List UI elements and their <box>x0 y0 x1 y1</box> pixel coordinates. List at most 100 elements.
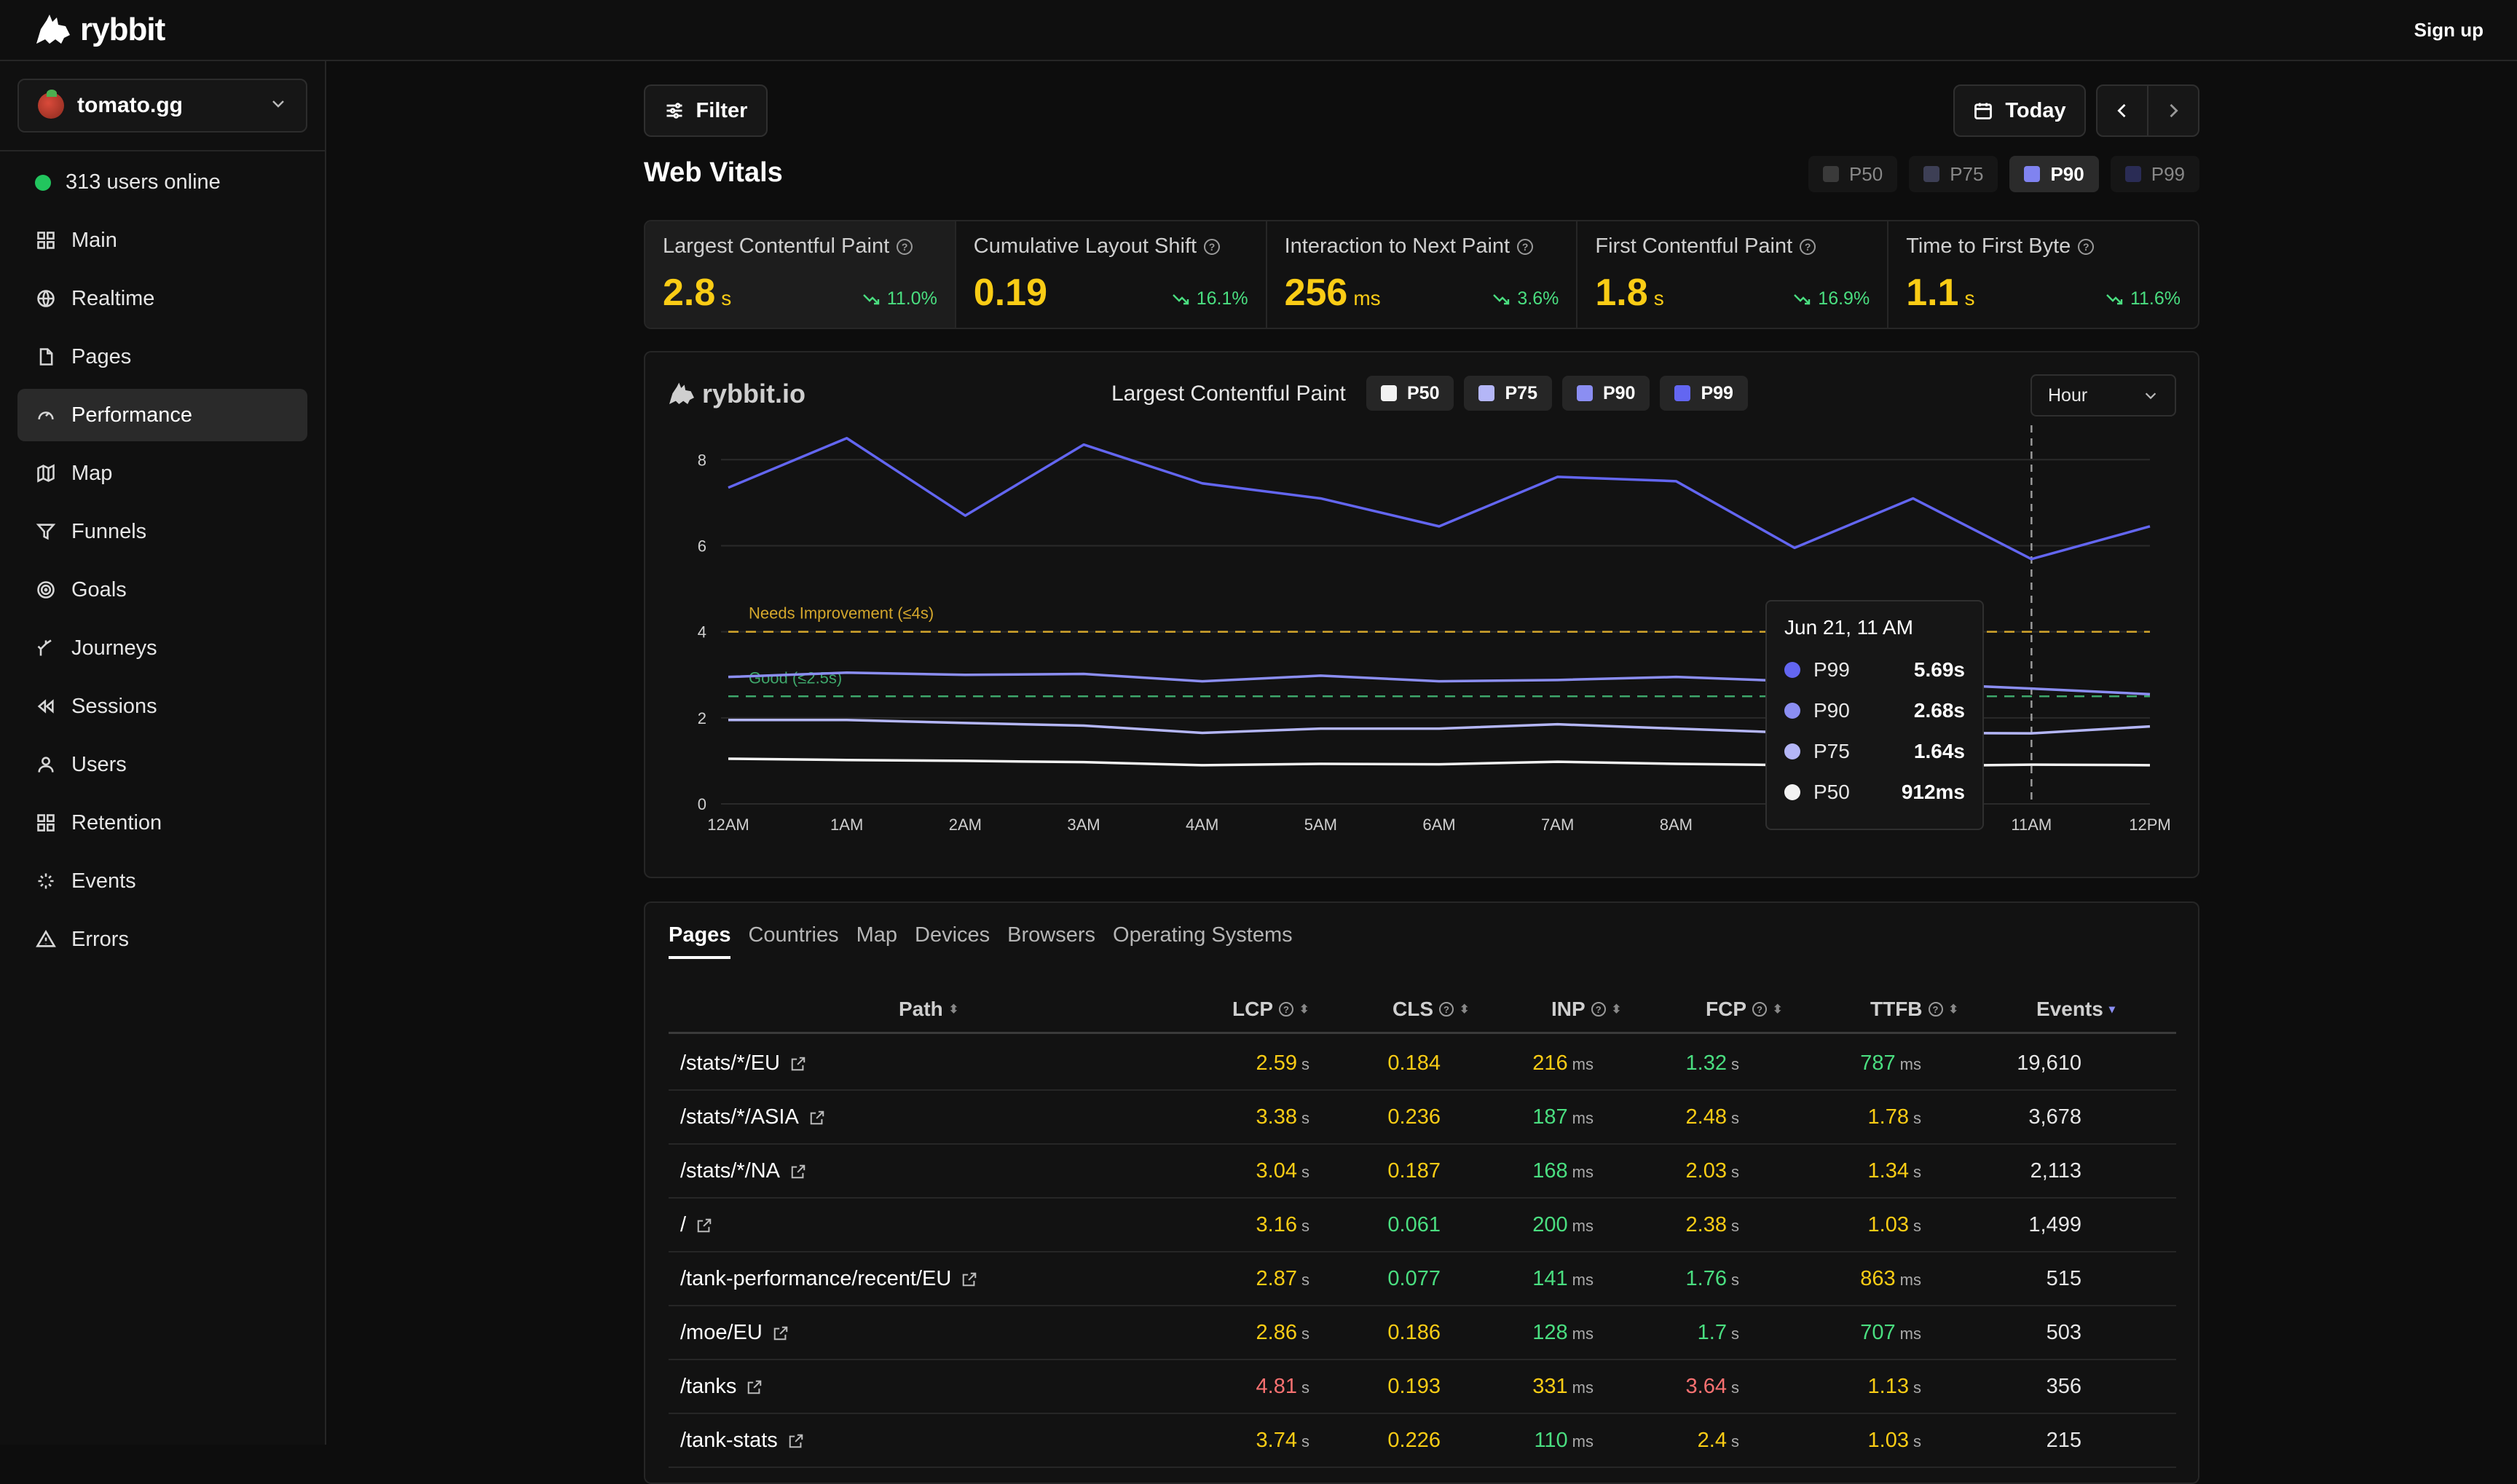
sidebar-item-sessions[interactable]: Sessions <box>17 680 307 733</box>
header-inp[interactable]: INP?⬍ <box>1551 998 1621 1021</box>
signup-link[interactable]: Sign up <box>2414 19 2483 42</box>
legend-label: P90 <box>1603 383 1635 404</box>
external-link-icon[interactable] <box>790 1056 806 1072</box>
sidebar-item-pages[interactable]: Pages <box>17 331 307 383</box>
legend-item-p50[interactable]: P50 <box>1366 376 1454 411</box>
sidebar-item-goals[interactable]: Goals <box>17 564 307 616</box>
percentile-toggle-p50[interactable]: P50 <box>1808 156 1897 192</box>
external-link-icon[interactable] <box>790 1164 806 1180</box>
sidebar-item-performance[interactable]: Performance <box>17 389 307 441</box>
sidebar-item-main[interactable]: Main <box>17 214 307 267</box>
page-path[interactable]: /moe/EU <box>680 1321 789 1345</box>
header-ttfb[interactable]: TTFB?⬍ <box>1870 998 1958 1021</box>
header-lcp[interactable]: LCP?⬍ <box>1232 998 1309 1021</box>
page-path[interactable]: /stats/*/ASIA <box>680 1105 825 1129</box>
tab-browsers[interactable]: Browsers <box>1007 923 1095 959</box>
table-header: Path⬍ LCP?⬍ CLS?⬍ INP?⬍ FCP?⬍ TTFB?⬍ Eve… <box>669 983 2176 1034</box>
x-tick-label: 8AM <box>1660 816 1693 834</box>
legend-label: P75 <box>1505 383 1537 404</box>
tab-map[interactable]: Map <box>856 923 897 959</box>
tab-pages[interactable]: Pages <box>669 923 730 959</box>
page-path[interactable]: /stats/*/NA <box>680 1159 806 1183</box>
sidebar-item-retention[interactable]: Retention <box>17 797 307 849</box>
sidebar-item-events[interactable]: Events <box>17 855 307 907</box>
legend-item-p99[interactable]: P99 <box>1660 376 1747 411</box>
external-link-icon[interactable] <box>809 1110 825 1126</box>
sidebar-item-realtime[interactable]: Realtime <box>17 272 307 325</box>
page-path-text: /moe/EU <box>680 1321 763 1345</box>
interval-select[interactable]: Hour <box>2030 374 2176 417</box>
date-picker-button[interactable]: Today <box>1953 84 2086 137</box>
previous-period-button[interactable] <box>2096 84 2148 137</box>
page-path[interactable]: /tank-performance/recent/EU <box>680 1267 977 1291</box>
page-path[interactable]: /stats/*/EU <box>680 1051 806 1075</box>
next-period-button[interactable] <box>2147 84 2199 137</box>
metric-value-number: 0.19 <box>974 272 1047 314</box>
help-icon[interactable]: ? <box>1204 239 1220 255</box>
sidebar-item-errors[interactable]: Errors <box>17 913 307 966</box>
help-icon[interactable]: ? <box>2078 239 2094 255</box>
tab-countries[interactable]: Countries <box>748 923 838 959</box>
site-selector[interactable]: tomato.gg <box>17 79 307 133</box>
unit-label: s <box>1301 1325 1309 1343</box>
lcp-value: 2.86 <box>1256 1321 1297 1344</box>
external-link-icon[interactable] <box>696 1217 712 1234</box>
sidebar-item-journeys[interactable]: Journeys <box>17 622 307 674</box>
header-events[interactable]: Events▾ <box>2036 998 2115 1021</box>
tab-devices[interactable]: Devices <box>915 923 990 959</box>
sidebar-item-map[interactable]: Map <box>17 447 307 500</box>
sidebar-item-funnels[interactable]: Funnels <box>17 505 307 558</box>
help-icon[interactable]: ? <box>1517 239 1533 255</box>
help-icon[interactable]: ? <box>897 239 913 255</box>
legend-item-p75[interactable]: P75 <box>1464 376 1551 411</box>
page-path[interactable]: /tank-stats <box>680 1429 804 1453</box>
percentile-toggle-p75[interactable]: P75 <box>1909 156 1998 192</box>
sidebar-item-users[interactable]: Users <box>17 738 307 791</box>
external-link-icon[interactable] <box>788 1433 804 1449</box>
chart-watermark-text: rybbit.io <box>702 379 805 409</box>
percentile-toggle-p99[interactable]: P99 <box>2111 156 2199 192</box>
header-path-label: Path <box>899 998 943 1021</box>
sidebar-item-label: Journeys <box>71 636 157 660</box>
metric-change-value: 11.0% <box>887 288 937 309</box>
help-icon: ? <box>1752 1002 1767 1017</box>
sidebar-item-label: Users <box>71 753 127 777</box>
legend-item-p90[interactable]: P90 <box>1562 376 1650 411</box>
tab-operating-systems[interactable]: Operating Systems <box>1113 923 1293 959</box>
filter-button[interactable]: Filter <box>644 84 768 137</box>
y-tick-label: 2 <box>698 709 706 727</box>
series-line-p99 <box>728 438 2150 559</box>
external-link-icon[interactable] <box>961 1271 977 1287</box>
help-icon[interactable]: ? <box>1800 239 1816 255</box>
header-fcp[interactable]: FCP?⬍ <box>1706 998 1782 1021</box>
external-link-icon[interactable] <box>773 1325 789 1341</box>
header-path[interactable]: Path⬍ <box>899 998 958 1021</box>
page-path[interactable]: /tanks <box>680 1375 763 1399</box>
external-link-icon[interactable] <box>747 1379 763 1395</box>
chevron-left-icon <box>2112 100 2132 121</box>
page-path[interactable]: / <box>680 1213 712 1237</box>
percentile-toggle-p90[interactable]: P90 <box>2009 156 2098 192</box>
header-cls[interactable]: CLS?⬍ <box>1393 998 1469 1021</box>
app-logo[interactable]: rybbit <box>34 12 165 48</box>
inp-value: 200 <box>1532 1213 1567 1236</box>
unit-label: s <box>1301 1432 1309 1451</box>
